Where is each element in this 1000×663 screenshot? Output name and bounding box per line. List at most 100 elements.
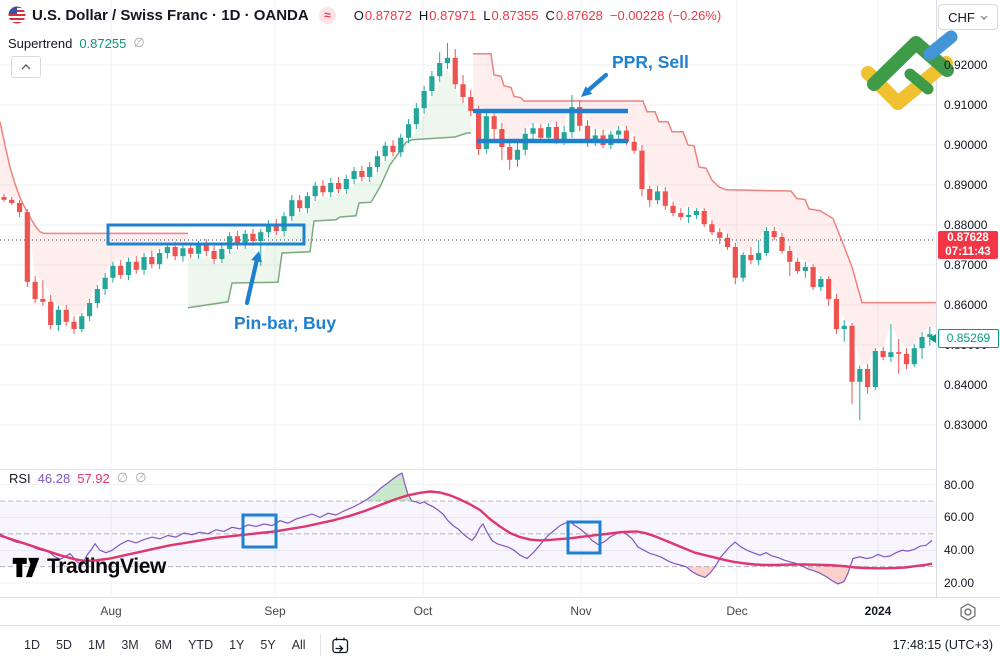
- rsi-label[interactable]: RSI: [9, 470, 31, 486]
- candle: [647, 185, 653, 207]
- candle: [802, 261, 808, 278]
- candle: [110, 261, 116, 283]
- candle: [701, 208, 707, 227]
- chart-area[interactable]: PPR, Sell Pin-bar, Buy TradingView: [0, 0, 958, 597]
- annotation-arrow-pinbar[interactable]: [244, 251, 262, 306]
- rsi-lines-layer: [0, 472, 933, 585]
- toolbar-divider: [319, 634, 321, 656]
- timezone-clock[interactable]: 17:48:15 (UTC+3): [892, 638, 993, 652]
- candle: [693, 208, 700, 219]
- candle: [429, 71, 435, 97]
- annotation-box-consolidation[interactable]: [106, 223, 306, 246]
- main-chart-svg[interactable]: PPR, Sell Pin-bar, Buy: [0, 0, 937, 597]
- supertrend-label[interactable]: Supertrend: [8, 35, 73, 51]
- rsi-axis-label: 60.00: [944, 510, 975, 525]
- rsi-axis-label: 40.00: [944, 543, 975, 558]
- bottom-toolbar: 1D 5D 1M 3M 6M YTD 1Y 5Y All 17:48:15 (UTC+3): [0, 625, 1000, 663]
- candle: [40, 280, 46, 306]
- candle: [530, 123, 536, 141]
- price-axis-label: 0.90000: [944, 138, 988, 152]
- settings-gear-icon[interactable]: [958, 602, 978, 622]
- time-axis-label: Aug: [100, 604, 122, 618]
- candle: [234, 231, 240, 249]
- eye-off-icon[interactable]: ∅: [135, 470, 147, 485]
- eye-off-icon[interactable]: ∅: [116, 470, 129, 485]
- supertrend-line-down: [473, 53, 937, 304]
- litefinance-logo-icon: [861, 30, 958, 110]
- annotation-text-pinbar[interactable]: Pin-bar, Buy: [234, 313, 336, 333]
- candle: [569, 95, 575, 138]
- time-axis[interactable]: Aug Sep Oct Nov Dec 2024: [0, 597, 1000, 626]
- candle: [670, 201, 676, 217]
- candle: [421, 85, 427, 114]
- calendar-arrow-icon: [331, 637, 348, 653]
- candle: [732, 243, 738, 285]
- candle: [71, 316, 77, 334]
- candle: [748, 247, 754, 265]
- price-axis-label: 0.84000: [944, 378, 988, 392]
- candle: [118, 260, 124, 279]
- range-button-1y[interactable]: 1Y: [223, 634, 250, 656]
- candle: [654, 185, 661, 205]
- annotation-text-ppr[interactable]: PPR, Sell: [612, 52, 689, 72]
- range-button-5d[interactable]: 5D: [50, 634, 78, 656]
- candle: [157, 249, 163, 269]
- annotation-box-rsi-2[interactable]: [566, 520, 602, 555]
- range-button-ytd[interactable]: YTD: [182, 634, 219, 656]
- candle: [794, 257, 801, 274]
- bar-countdown: 07:11:43: [945, 246, 991, 258]
- candle: [149, 250, 155, 269]
- price-axis-label: 0.91000: [944, 98, 988, 112]
- candle: [631, 136, 637, 154]
- candle: [483, 109, 489, 154]
- tradingview-logo-icon: [12, 557, 40, 577]
- symbol-title[interactable]: U.S. Dollar / Swiss Franc · 1D · OANDA: [32, 6, 309, 24]
- candle: [398, 133, 404, 157]
- candle: [872, 348, 878, 390]
- time-axis-label: Oct: [413, 604, 433, 618]
- range-button-5y[interactable]: 5Y: [254, 634, 281, 656]
- price-axis[interactable]: 0.87628 07:11:43 0.85269 0.92000 0.91000 0…: [937, 0, 1000, 597]
- candle: [592, 129, 598, 146]
- range-button-all[interactable]: All: [286, 634, 312, 656]
- ohlc-readout: O 0.87872 H 0.87971 L 0.87355 C 0.87628 −0.0…: [353, 7, 722, 23]
- candle: [514, 141, 521, 167]
- price-axis-label: 0.83000: [944, 418, 988, 432]
- range-button-3m[interactable]: 3M: [115, 634, 144, 656]
- candle: [849, 323, 855, 405]
- annotation-arrow-ppr[interactable]: [581, 72, 609, 97]
- range-button-1d[interactable]: 1D: [18, 634, 46, 656]
- rsi-ma-line: [0, 490, 933, 570]
- time-axis-label: Sep: [264, 604, 286, 618]
- supertrend-fill-up: [188, 69, 471, 308]
- time-axis-label: Dec: [726, 604, 748, 618]
- price-axis-label: 0.92000: [944, 58, 988, 72]
- price-axis-label: 0.86000: [944, 298, 988, 312]
- candle: [335, 177, 342, 193]
- range-button-1m[interactable]: 1M: [82, 634, 111, 656]
- market-status-icon[interactable]: ≈: [318, 6, 336, 24]
- candle: [273, 219, 279, 235]
- candle: [328, 177, 334, 197]
- supertrend-line-down: [0, 121, 188, 235]
- range-button-6m[interactable]: 6M: [149, 634, 178, 656]
- candle: [102, 273, 108, 295]
- rsi-axis-label: 80.00: [944, 477, 975, 492]
- candle: [740, 252, 746, 282]
- go-to-date-button[interactable]: [331, 636, 350, 655]
- tradingview-watermark[interactable]: TradingView: [12, 555, 166, 579]
- candle: [265, 220, 272, 238]
- eye-off-icon[interactable]: ∅: [133, 35, 145, 50]
- price-axis-label: 0.88000: [944, 218, 988, 232]
- candle: [888, 324, 894, 362]
- currency-button[interactable]: CHF: [938, 4, 998, 30]
- collapse-legend-button[interactable]: [11, 56, 41, 78]
- candle: [717, 228, 723, 245]
- candle: [180, 244, 186, 262]
- annotation-box-rsi-1[interactable]: [241, 513, 278, 549]
- candle: [48, 295, 54, 329]
- rsi-legend-row: RSI 46.28 57.92 ∅ ∅: [9, 470, 146, 486]
- candle: [320, 180, 326, 197]
- candle: [507, 141, 513, 170]
